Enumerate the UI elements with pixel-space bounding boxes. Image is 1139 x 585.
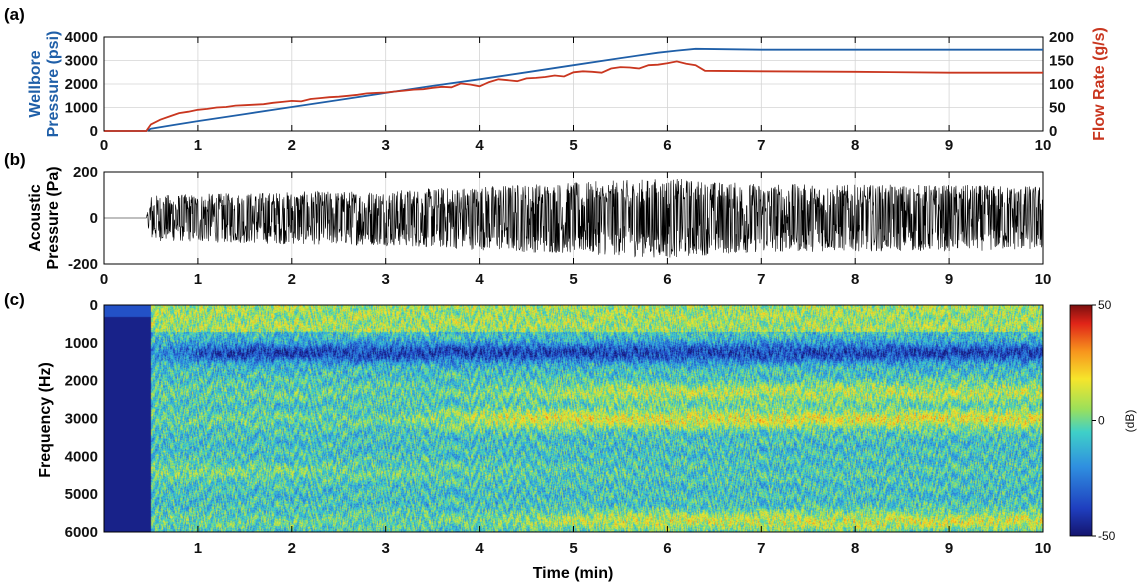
- panel-a-xtick-label: 6: [663, 137, 671, 154]
- panel-c-xtick-label: 10: [1035, 540, 1052, 557]
- panel-a-left-tick-label: 1000: [65, 100, 98, 117]
- panel-a-left-axis-label-line1: Wellbore: [27, 50, 44, 117]
- colorbar-label: (dB): [1123, 410, 1137, 433]
- panel-b-ytick-label: 0: [90, 210, 98, 227]
- panel-b-xtick-label: 6: [663, 271, 671, 288]
- panel-a-right-tick-label: 0: [1049, 123, 1057, 140]
- panel-a-xtick-label: 4: [475, 137, 484, 154]
- panel-a-right-tick-label: 100: [1049, 76, 1074, 93]
- panel-c-xtick-label: 2: [288, 540, 296, 557]
- panel-a-xtick-label: 7: [757, 137, 765, 154]
- panel-b-xtick-label: 4: [475, 271, 484, 288]
- panel-c-axis-label: Frequency (Hz): [37, 362, 54, 478]
- panel-a-left-tick-label: 3000: [65, 53, 98, 70]
- panel-a-xtick-label: 3: [382, 137, 390, 154]
- acoustic-pressure-waveform: [104, 178, 1044, 258]
- panel-a-right-tick-label: 50: [1049, 100, 1066, 117]
- panel-c-ytick-label: 4000: [65, 448, 98, 465]
- panel-c-xtick-label: 6: [663, 540, 671, 557]
- panel-c-ytick-label: 6000: [65, 524, 98, 541]
- panel-a: (a) 0 1 2 3 4 5 6 7 8 9 10010002000300040000501001…: [4, 5, 1108, 154]
- panel-b-xtick-label: 1: [194, 271, 202, 288]
- wellbore-pressure-line: [104, 47, 1043, 132]
- panel-b-xtick-label: 0: [100, 271, 108, 288]
- panel-c-ytick-label: 0: [90, 297, 98, 314]
- panel-a-xtick-label: 9: [945, 137, 953, 154]
- panel-b-xtick-label: 7: [757, 271, 765, 288]
- panel-a-xtick-label: 1: [194, 137, 202, 154]
- colorbar: [1069, 304, 1093, 537]
- panel-c-ytick-label: 3000: [65, 411, 98, 428]
- panel-b-xtick-label: 10: [1035, 271, 1052, 288]
- panel-b-ytick-label: -200: [68, 256, 98, 273]
- flow-rate-line: [104, 60, 1043, 132]
- panel-a-left-tick-label: 2000: [65, 76, 98, 93]
- colorbar-tick-label: 0: [1098, 414, 1105, 428]
- panel-c-xtick-label: 3: [382, 540, 390, 557]
- spectrogram-plot: [104, 305, 1043, 532]
- colorbar-tick-label: -50: [1098, 529, 1116, 543]
- panel-a-left-tick-label: 0: [90, 123, 98, 140]
- panel-a-grid: [103, 36, 1044, 132]
- panel-a-xtick-label: 5: [569, 137, 577, 154]
- panel-a-ticks: 0 1 2 3 4 5 6 7 8 9 100100020003000400005010015020…: [65, 29, 1074, 154]
- panel-c-ytick-label: 5000: [65, 486, 98, 503]
- panel-c-xtick-label: 4: [475, 540, 484, 557]
- panel-a-series: [104, 47, 1043, 132]
- panel-a-right-tick-label: 200: [1049, 29, 1074, 46]
- panel-c-xtick-label: 8: [851, 540, 859, 557]
- panel-c-ticks: 1 2 3 4 5 6 7 8 9 10 0 1000 2000 3000 4000 5000 6000: [65, 297, 1052, 557]
- panel-a-xtick-label: 8: [851, 137, 859, 154]
- panel-c-ytick-label: 1000: [65, 335, 98, 352]
- panel-a-xtick-label: 10: [1035, 137, 1052, 154]
- x-axis-label: Time (min): [533, 565, 614, 582]
- panel-b-xtick-label: 3: [382, 271, 390, 288]
- panel-b-label: (b): [4, 150, 26, 169]
- panel-c-label: (c): [4, 290, 25, 309]
- panel-b-axis-label-line2: Pressure (Pa): [45, 166, 62, 269]
- panel-a-right-axis-label: Flow Rate (g/s): [1091, 27, 1108, 141]
- panel-c-xtick-label: 1: [194, 540, 202, 557]
- panel-c-xtick-label: 9: [945, 540, 953, 557]
- panel-b-xtick-label: 8: [851, 271, 859, 288]
- panel-c-xtick-label: 7: [757, 540, 765, 557]
- panel-a-left-axis-label-line2: Pressure (psi): [45, 31, 62, 138]
- panel-b-xtick-label: 9: [945, 271, 953, 288]
- colorbar-tick-label: 50: [1098, 298, 1112, 312]
- panel-b-ytick-label: 200: [73, 164, 98, 181]
- panel-b-xtick-label: 5: [569, 271, 577, 288]
- panel-a-xtick-label: 2: [288, 137, 296, 154]
- panel-b-axis-label-line1: Acoustic: [27, 184, 44, 252]
- panel-a-label: (a): [4, 5, 25, 24]
- panel-a-left-tick-label: 4000: [65, 29, 98, 46]
- panel-c: (c) 1 2 3 4 5 6 7 8 9 10 0 1000 2000 3000 4000 5000 6000…: [4, 290, 1137, 582]
- colorbar-ticks: 50 0 -50: [1092, 298, 1116, 543]
- panel-a-xtick-label: 0: [100, 137, 108, 154]
- panel-c-xtick-label: 5: [569, 540, 577, 557]
- panel-a-right-tick-label: 150: [1049, 53, 1074, 70]
- panel-b-xtick-label: 2: [288, 271, 296, 288]
- panel-c-ytick-label: 2000: [65, 373, 98, 390]
